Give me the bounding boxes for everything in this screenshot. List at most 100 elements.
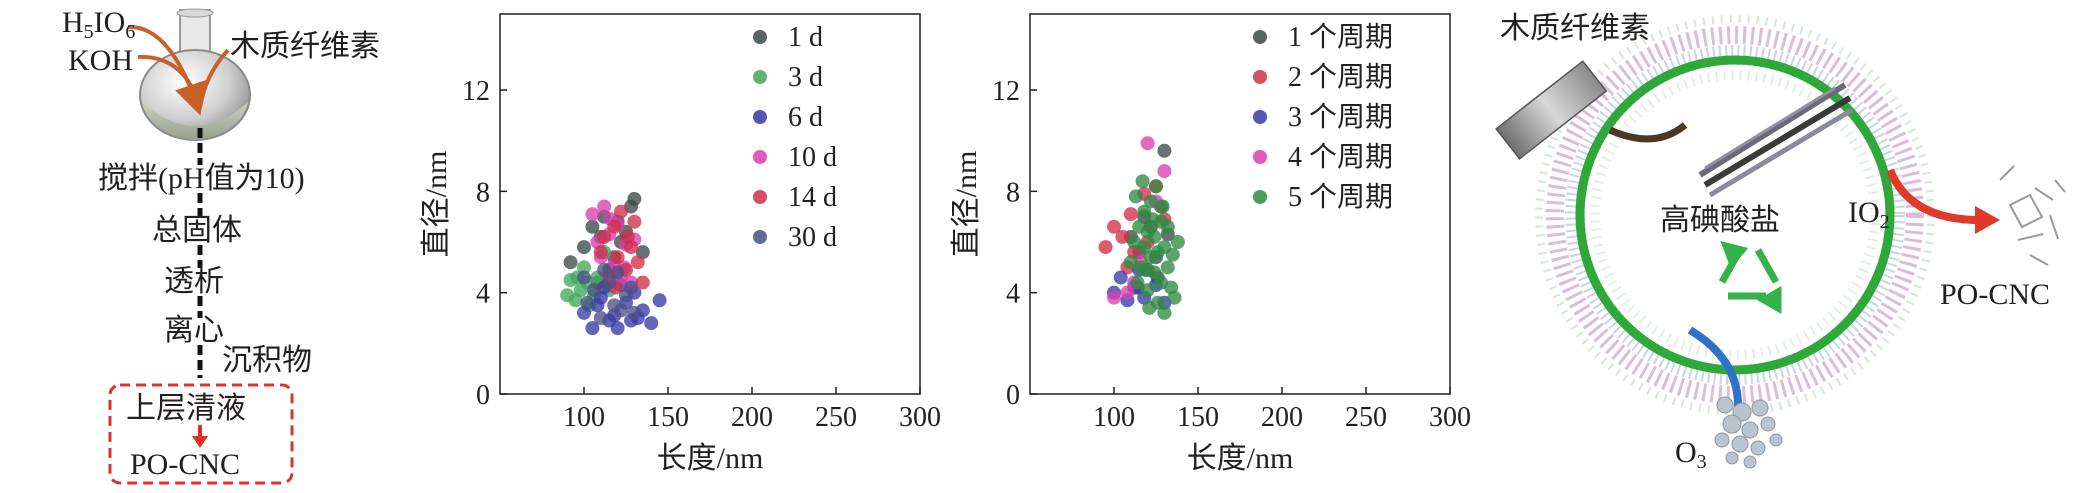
data-point bbox=[652, 293, 667, 308]
data-point bbox=[585, 219, 600, 234]
product-arrow-head bbox=[192, 436, 208, 448]
x-tick-label: 300 bbox=[1429, 402, 1470, 433]
axis-ticks: 100 150 200 250 300 0 4 8 12 bbox=[992, 76, 1471, 433]
data-point bbox=[1130, 275, 1145, 290]
reagent-koh: KOH bbox=[68, 44, 133, 77]
x-tick-label: 200 bbox=[731, 402, 773, 433]
data-point bbox=[610, 250, 625, 265]
step-stirring: 搅拌(pH值为10) bbox=[98, 162, 305, 195]
legend-label: 30 d bbox=[788, 222, 837, 253]
legend-marker bbox=[753, 190, 767, 204]
data-points bbox=[1098, 136, 1185, 320]
ozone-label: O3 bbox=[1675, 436, 1707, 473]
feed-strand bbox=[1608, 122, 1688, 143]
y-axis-label: 直径/nm bbox=[950, 151, 983, 258]
reagent-h5io6: H5IO6 bbox=[62, 6, 135, 43]
legend-label: 2 个周期 bbox=[1288, 62, 1393, 93]
legend-label: 3 d bbox=[788, 62, 823, 93]
x-tick-label: 250 bbox=[815, 402, 857, 433]
legend-marker bbox=[1253, 190, 1267, 204]
reagent-arrow-2 bbox=[137, 54, 202, 109]
feed-label: 木质纤维素 bbox=[1500, 12, 1650, 45]
recycle-icon bbox=[1718, 240, 1782, 315]
data-point bbox=[1140, 283, 1155, 298]
y-tick-label: 8 bbox=[1006, 177, 1020, 208]
data-point bbox=[607, 219, 622, 234]
legend-label: 4 个周期 bbox=[1288, 142, 1393, 173]
x-tick-label: 100 bbox=[1093, 402, 1135, 433]
legend-label: 1 d bbox=[788, 22, 823, 53]
data-point bbox=[1157, 143, 1172, 158]
data-point bbox=[1147, 229, 1162, 244]
legend-marker bbox=[1253, 30, 1267, 44]
data-point bbox=[1167, 290, 1182, 305]
lignocellulose-block-icon bbox=[1495, 60, 1608, 160]
legend-label: 14 d bbox=[788, 182, 837, 213]
y-tick-label: 0 bbox=[476, 380, 490, 411]
scatter-plot-2: 100 150 200 250 300 0 4 8 12 1 个周期 2 个周期 3 个周期 4 个周… bbox=[950, 13, 1471, 475]
data-point bbox=[624, 280, 639, 295]
byproduct-label: IO2 bbox=[1848, 196, 1890, 233]
legend-label: 10 d bbox=[788, 142, 837, 173]
data-point bbox=[1165, 247, 1180, 262]
legend-marker bbox=[1253, 150, 1267, 164]
data-point bbox=[627, 305, 642, 320]
data-point bbox=[627, 191, 642, 206]
data-point bbox=[1137, 240, 1152, 255]
legend-label: 3 个周期 bbox=[1288, 102, 1393, 133]
axis-ticks: 100 150 200 250 300 0 4 8 12 bbox=[462, 76, 941, 433]
data-point bbox=[1135, 174, 1150, 189]
y-tick-label: 0 bbox=[1006, 380, 1020, 411]
ozone-arrow bbox=[1687, 326, 1743, 411]
fiber-bundle-icon bbox=[1698, 82, 1854, 198]
data-point bbox=[1123, 207, 1138, 222]
legend-marker bbox=[1253, 70, 1267, 84]
product-label: PO-CNC bbox=[130, 448, 240, 481]
product-arrow-head bbox=[1975, 206, 2000, 234]
data-point bbox=[627, 214, 642, 229]
data-point bbox=[597, 262, 612, 277]
reaction-ring bbox=[1575, 55, 1895, 375]
data-point bbox=[1128, 189, 1143, 204]
data-point bbox=[1157, 305, 1172, 320]
data-point bbox=[585, 207, 600, 222]
step-supernatant: 上层清液 bbox=[126, 392, 246, 425]
data-point bbox=[585, 321, 600, 336]
x-axis-label: 长度/nm bbox=[1187, 442, 1294, 475]
y-tick-label: 4 bbox=[476, 279, 490, 310]
data-point bbox=[630, 255, 645, 270]
y-axis-label: 直径/nm bbox=[420, 151, 453, 258]
legend-marker bbox=[753, 150, 767, 164]
data-point bbox=[597, 229, 612, 244]
data-point bbox=[1160, 260, 1175, 275]
scatter-chart-cycles: 100 150 200 250 300 0 4 8 12 1 个周期 2 个周期 3 个周期 4 个周… bbox=[940, 0, 1471, 488]
oxidant-label: 高碘酸盐 bbox=[1660, 204, 1780, 237]
y-tick-label: 4 bbox=[1006, 279, 1020, 310]
data-point bbox=[1107, 219, 1121, 234]
data-point bbox=[1115, 229, 1130, 244]
y-tick-label: 12 bbox=[992, 76, 1020, 107]
side-output-sediment: 沉积物 bbox=[222, 344, 312, 377]
x-tick-label: 150 bbox=[647, 402, 689, 433]
data-point bbox=[577, 270, 591, 285]
data-point bbox=[597, 199, 612, 214]
process-flow-diagram: H5IO6 KOH 木质纤维素 搅拌(pH值为10) 总固体 透析 离心 沉积物… bbox=[62, 6, 380, 485]
data-point bbox=[613, 303, 628, 318]
data-point bbox=[1098, 240, 1113, 255]
legend-marker bbox=[753, 110, 767, 124]
process-flow-panel: H5IO6 KOH 木质纤维素 搅拌(pH值为10) 总固体 透析 离心 沉积物… bbox=[0, 0, 400, 488]
data-point bbox=[1157, 164, 1172, 179]
data-point bbox=[580, 295, 595, 310]
y-tick-label: 8 bbox=[476, 177, 490, 208]
data-point bbox=[593, 311, 608, 325]
data-point bbox=[1143, 194, 1158, 209]
data-point bbox=[577, 240, 591, 255]
data-point bbox=[635, 275, 650, 290]
data-point bbox=[1145, 212, 1160, 227]
legend-label: 6 d bbox=[788, 102, 823, 133]
step-total-solids: 总固体 bbox=[152, 214, 242, 247]
x-tick-label: 200 bbox=[1261, 402, 1303, 433]
data-point bbox=[563, 255, 578, 270]
data-point bbox=[620, 229, 635, 244]
legend-label: 1 个周期 bbox=[1288, 22, 1393, 53]
